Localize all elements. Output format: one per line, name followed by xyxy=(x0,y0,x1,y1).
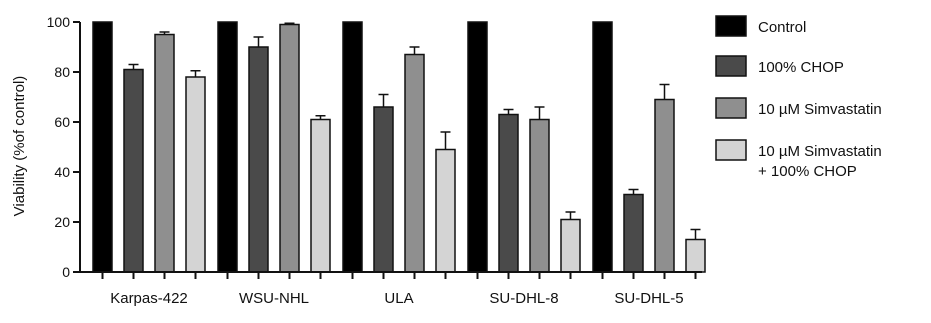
error-bar xyxy=(440,131,451,150)
legend: Control 100% CHOP 10 µM Simvastatin 10 µM S… xyxy=(715,15,882,180)
y-tick-label: 100 xyxy=(47,14,71,30)
bar xyxy=(123,68,144,273)
error-bar xyxy=(628,188,639,195)
bar xyxy=(529,118,550,273)
error-bar xyxy=(159,31,170,35)
bar xyxy=(154,33,175,273)
error-bar xyxy=(503,108,514,115)
error-bar xyxy=(409,46,420,55)
error-bar xyxy=(659,83,670,100)
legend-swatch xyxy=(715,15,747,37)
bar xyxy=(185,76,206,273)
bar xyxy=(279,23,300,273)
error-bar xyxy=(128,63,139,70)
category-labels: Karpas-422 WSU-NHL ULA SU-DHL-8 SU-DHL-5 xyxy=(110,290,683,307)
error-bar xyxy=(253,36,264,47)
bar xyxy=(92,21,113,273)
error-bar xyxy=(565,211,576,220)
y-tick-label: 40 xyxy=(54,164,70,180)
category-label: Karpas-422 xyxy=(110,290,188,307)
bar xyxy=(248,46,269,273)
category-label: WSU-NHL xyxy=(239,290,309,307)
bars xyxy=(92,21,706,273)
legend-swatch xyxy=(715,97,747,119)
error-bar xyxy=(690,228,701,240)
bar xyxy=(310,118,331,273)
legend-swatch xyxy=(715,55,747,77)
category-label: SU-DHL-5 xyxy=(614,290,683,307)
error-bar xyxy=(190,70,201,77)
category-label: ULA xyxy=(384,290,413,307)
bar xyxy=(560,218,581,273)
legend-label: 100% CHOP xyxy=(758,59,844,76)
error-bar xyxy=(284,22,295,25)
bar xyxy=(498,113,519,273)
legend-label: 10 µM Simvastatin + 100% CHOP xyxy=(758,143,882,180)
legend-label: 10 µM Simvastatin xyxy=(758,101,882,118)
legend-label: Control xyxy=(758,19,806,36)
legend-swatch xyxy=(715,139,747,161)
error-bar xyxy=(378,93,389,107)
error-bar xyxy=(315,115,326,120)
y-axis-title: Viability (%of control) xyxy=(11,76,28,217)
y-tick-label: 60 xyxy=(54,114,70,130)
y-tick-label: 0 xyxy=(62,264,70,280)
y-tick-label: 80 xyxy=(54,64,70,80)
error-bar xyxy=(534,106,545,120)
bar xyxy=(373,106,394,273)
bar xyxy=(685,238,706,273)
bar xyxy=(435,148,456,273)
bar xyxy=(217,21,238,273)
axes xyxy=(79,22,702,279)
category-label: SU-DHL-8 xyxy=(489,290,558,307)
bar xyxy=(467,21,488,273)
y-axis-ticks: 0 20 40 60 80 100 xyxy=(47,14,80,280)
bar xyxy=(342,21,363,273)
y-tick-label: 20 xyxy=(54,214,70,230)
bar xyxy=(654,98,675,273)
bar xyxy=(592,21,613,273)
bar xyxy=(623,193,644,273)
bar xyxy=(404,53,425,273)
